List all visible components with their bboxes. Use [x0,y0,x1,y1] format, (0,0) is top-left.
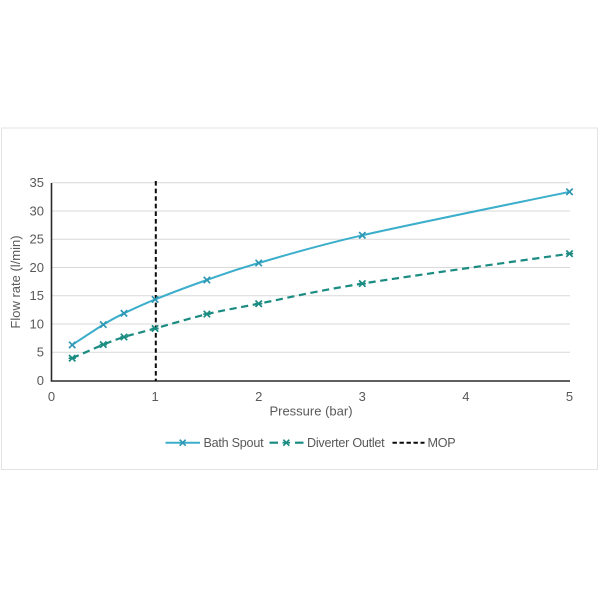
svg-text:2: 2 [255,389,262,404]
svg-text:MOP: MOP [428,436,456,450]
svg-text:3: 3 [359,389,366,404]
svg-text:Pressure (bar): Pressure (bar) [269,404,352,419]
svg-text:0: 0 [37,373,44,388]
svg-text:25: 25 [30,232,44,247]
svg-text:Diverter Outlet: Diverter Outlet [307,436,385,450]
svg-text:10: 10 [30,316,44,331]
svg-text:Flow rate (l/min): Flow rate (l/min) [8,235,23,328]
svg-text:5: 5 [37,345,44,360]
svg-text:Bath Spout: Bath Spout [204,436,265,450]
svg-text:35: 35 [30,175,44,190]
svg-text:5: 5 [566,389,573,404]
svg-text:0: 0 [48,389,55,404]
svg-text:20: 20 [30,260,44,275]
svg-text:1: 1 [151,389,158,404]
svg-text:4: 4 [462,389,469,404]
svg-text:15: 15 [30,288,44,303]
svg-text:30: 30 [30,203,44,218]
